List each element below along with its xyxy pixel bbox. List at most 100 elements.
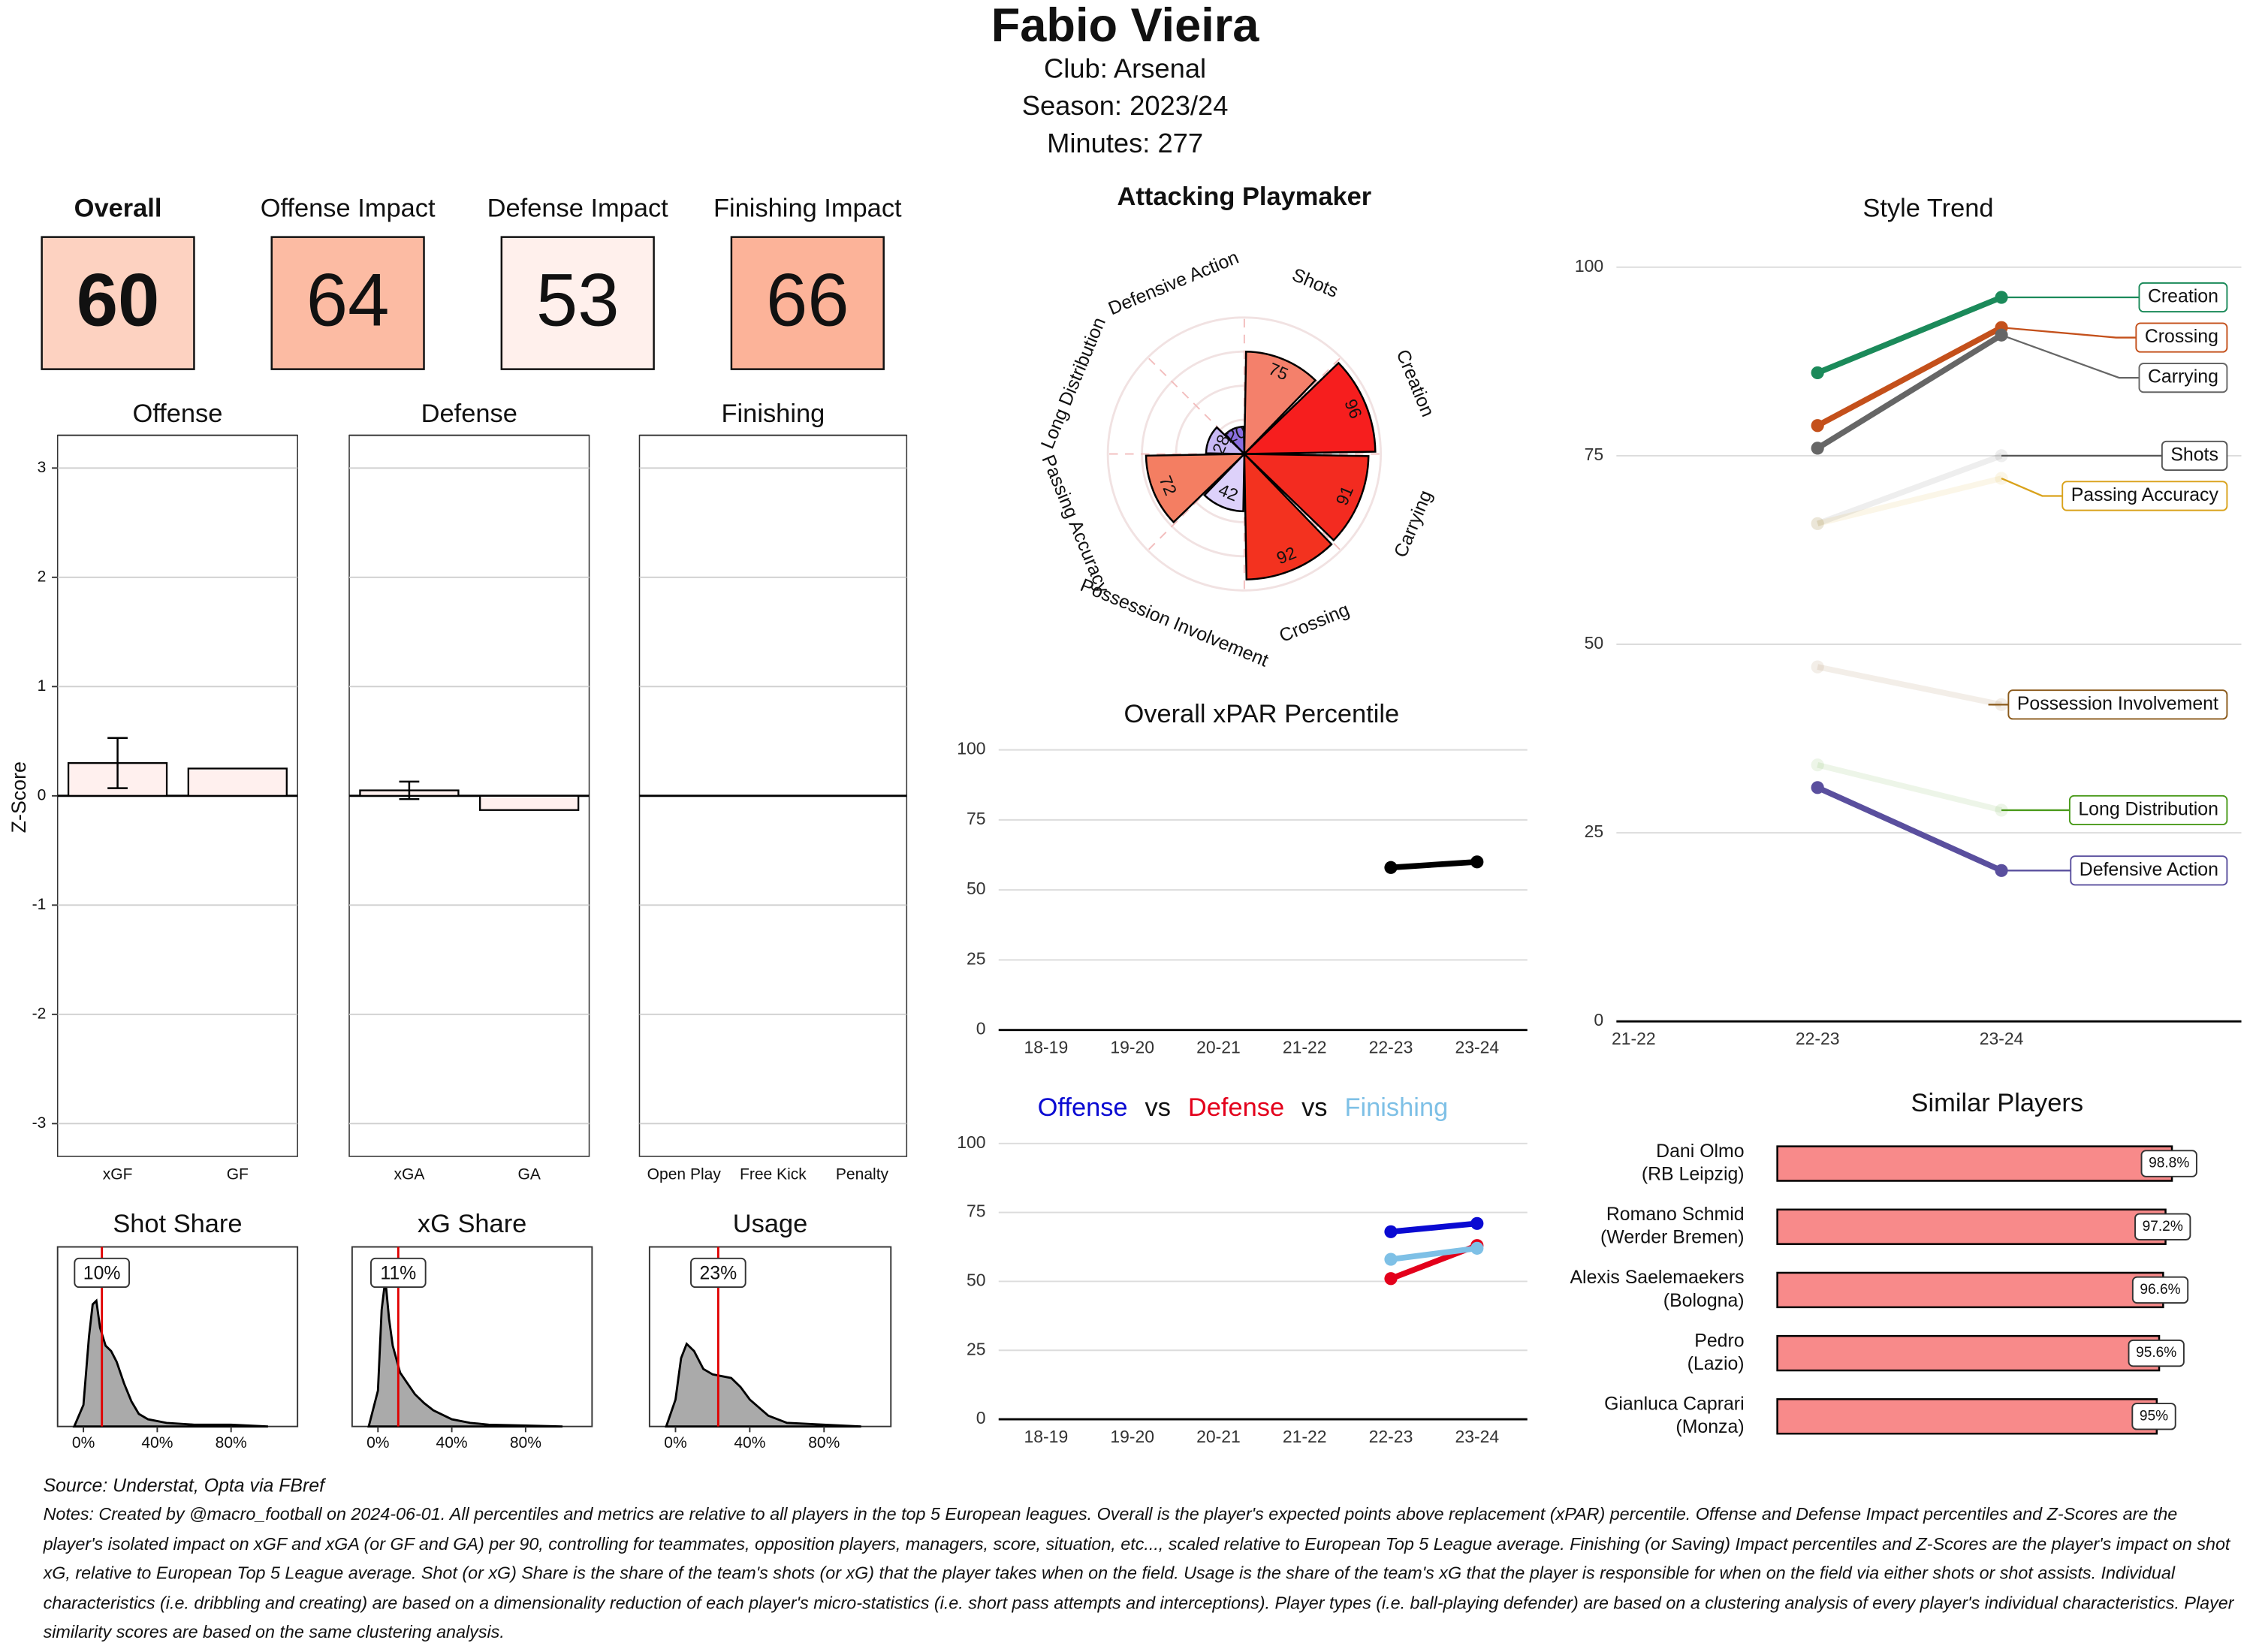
series-point: [1470, 1241, 1484, 1255]
x-tick-label: GA: [517, 1165, 540, 1183]
chart-title: Style Trend: [1862, 194, 1993, 222]
leader-line: [2001, 477, 2063, 497]
facet-title: Shot Share: [113, 1210, 242, 1238]
chart-title: Similar Players: [1911, 1089, 2084, 1117]
notes: Notes: Created by @macro_football on 202…: [43, 1503, 2234, 1643]
x-tick-label: Open Play: [647, 1165, 722, 1183]
marker-label-box: [370, 1257, 427, 1289]
x-tick-label: 40%: [141, 1434, 173, 1452]
y-tick-label: 0: [976, 1408, 986, 1427]
series-point: [1384, 1272, 1398, 1286]
series-point: [1811, 660, 1824, 674]
x-tick-label: 0%: [664, 1434, 686, 1452]
series-point: [1811, 366, 1824, 380]
x-tick-label: 0%: [366, 1434, 389, 1452]
series-point: [1470, 855, 1484, 869]
series-label-box: [2007, 689, 2228, 720]
series-label: Creation: [2148, 286, 2218, 307]
series-line: [1816, 453, 2003, 526]
x-tick-label: Free Kick: [740, 1165, 807, 1183]
rating-box: [500, 236, 655, 370]
minutes: Minutes: 277: [1047, 128, 1203, 158]
series-label-box: [2135, 322, 2228, 353]
error-bar: [107, 737, 128, 789]
player-name: Alexis Saelemaekers: [1570, 1267, 1744, 1288]
category-label: Carrying: [1390, 487, 1437, 561]
y-tick-label: 1: [38, 677, 47, 695]
source: Source: Understat, Opta via FBref: [44, 1476, 327, 1497]
marker-label: 10%: [83, 1262, 121, 1283]
category-label: Shots: [1289, 264, 1341, 302]
y-tick-label: 25: [967, 948, 986, 968]
polar-bar: [1205, 426, 1247, 455]
y-tick-label: 50: [1585, 633, 1604, 653]
y-tick-label: 2: [38, 568, 47, 585]
season: Season: 2023/24: [1022, 90, 1229, 121]
y-tick-label: 3: [38, 459, 47, 476]
player-name: Pedro: [1694, 1330, 1744, 1351]
y-tick-label: 75: [1585, 445, 1604, 464]
value-label-box: [2131, 1276, 2189, 1304]
rating-label: Defense Impact: [487, 194, 669, 222]
y-tick-label: -1: [32, 896, 47, 913]
category-label: Crossing: [1276, 599, 1352, 647]
y-tick-label: 100: [957, 739, 985, 758]
bar: [1776, 1271, 2164, 1309]
x-tick-label: 22-23: [1369, 1038, 1413, 1057]
rating-box: [730, 236, 885, 370]
title-series: Defense: [1188, 1093, 1284, 1122]
club: Club: Arsenal: [1044, 53, 1206, 83]
facet-title: Finishing: [722, 399, 825, 428]
title-separator: vs: [1145, 1093, 1171, 1122]
marker-label: 11%: [380, 1262, 416, 1283]
y-tick-label: -2: [32, 1005, 47, 1022]
marker-label-box: [690, 1257, 746, 1289]
series-label-box: [2161, 440, 2228, 471]
value-label: 97.2%: [2143, 1219, 2183, 1234]
notes-box: Notes: Created by @macro_football on 202…: [43, 1503, 2234, 1643]
y-tick-label: -3: [32, 1114, 47, 1132]
category-label: Long Distribution: [1037, 315, 1110, 452]
x-tick-label: xGA: [394, 1165, 424, 1183]
x-tick-label: 80%: [808, 1434, 840, 1452]
rating-label: Offense Impact: [261, 194, 436, 222]
series-line: [1817, 664, 2002, 708]
facet-title: xG Share: [418, 1210, 526, 1238]
series-label: Passing Accuracy: [2071, 484, 2219, 505]
x-tick-label: 40%: [734, 1434, 765, 1452]
facet-title: Defense: [421, 399, 517, 428]
polar-bar: [1243, 350, 1317, 457]
x-tick-label: 80%: [510, 1434, 541, 1452]
player-name: Fabio Vieira: [991, 0, 1260, 52]
player-name: Dani Olmo: [1656, 1141, 1744, 1162]
rating-label: Overall: [74, 194, 162, 222]
polar-bar: [1241, 361, 1377, 455]
player-name: Gianluca Caprari: [1604, 1394, 1745, 1415]
series-line: [1816, 332, 2004, 451]
polar-bar: [1243, 451, 1333, 580]
error-bar: [399, 780, 420, 800]
y-tick-label: 100: [1575, 256, 1603, 276]
rating-box: [41, 236, 195, 370]
value-label-box: [2140, 1150, 2197, 1177]
series-label-box: [2070, 855, 2228, 886]
series-point: [1811, 517, 1824, 530]
series-label: Possession Involvement: [2017, 693, 2218, 714]
series-line: [1816, 294, 2003, 375]
series-point: [1811, 442, 1824, 455]
bar: [1776, 1145, 2173, 1182]
y-tick-label: 75: [967, 809, 986, 828]
series-label: Long Distribution: [2078, 799, 2218, 820]
bar: [1776, 1398, 2158, 1435]
series-label-box: [2068, 794, 2228, 826]
x-tick-label: 20-21: [1196, 1038, 1241, 1057]
x-tick-label: 18-19: [1024, 1038, 1069, 1057]
series-line: [1390, 1245, 1478, 1262]
category-label: Defensive Action: [1105, 247, 1242, 320]
series-line: [1390, 859, 1478, 871]
series-point: [1811, 517, 1824, 530]
y-tick-label: 0: [1594, 1010, 1603, 1029]
series-label: Crossing: [2145, 326, 2218, 347]
